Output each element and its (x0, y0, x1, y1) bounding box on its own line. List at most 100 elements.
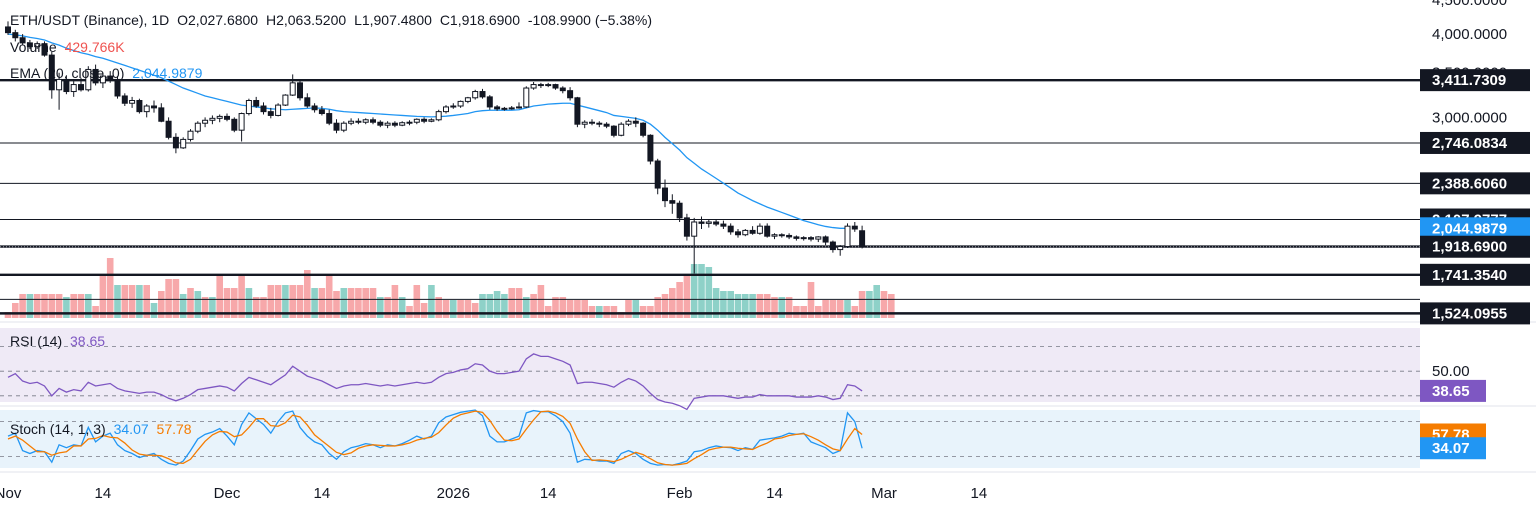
candle-body (180, 138, 187, 149)
candle-body (829, 241, 836, 251)
candle-body (107, 75, 114, 80)
stoch-d-value: 57.78 (156, 421, 192, 437)
volume-bar (457, 300, 464, 318)
volume-bar (435, 297, 442, 318)
volume-legend: Volume 429.766K (10, 39, 129, 55)
volume-bar (873, 285, 880, 318)
candle-body (421, 118, 428, 122)
candle-body (610, 125, 617, 136)
candle-body (479, 91, 486, 98)
y-tick-label: 4,000.0000 (1432, 26, 1507, 43)
volume-bar (690, 264, 698, 318)
volume-label: Volume (10, 39, 57, 55)
x-tick-label: 2026 (437, 485, 470, 502)
candle-body (12, 32, 19, 39)
candle-body (435, 111, 442, 121)
candle-body (99, 75, 106, 84)
volume-bar (851, 306, 859, 318)
volume-bar (143, 285, 150, 318)
volume-bar (654, 297, 661, 318)
candle-body (589, 121, 595, 124)
volume-bar (194, 291, 202, 318)
volume-bar (610, 306, 618, 318)
candle-body (793, 236, 800, 239)
x-tick-label: 14 (971, 485, 988, 502)
level-axis-badge (1420, 302, 1530, 325)
volume-bar (566, 300, 574, 318)
candle-body (151, 105, 157, 109)
ema-label: EMA (20, close, 0) (10, 65, 125, 81)
rsi-legend: RSI (14) 38.65 (10, 333, 109, 349)
candle-body (457, 100, 464, 107)
candle-body (63, 78, 70, 93)
candle-body (574, 97, 581, 125)
volume-bar (596, 306, 603, 318)
ema-axis-label: 2,044.9879 (1432, 220, 1507, 237)
volume-bar (304, 270, 311, 318)
x-tick-label: Feb (667, 485, 693, 502)
candle-body (282, 94, 289, 106)
candle-body (786, 234, 793, 238)
candle-body (859, 230, 866, 248)
candle-body (245, 99, 252, 115)
volume-bar (734, 294, 742, 318)
candle-body (85, 68, 92, 91)
volume-bar (223, 288, 231, 318)
volume-bar (12, 303, 19, 318)
volume-bar (844, 300, 851, 318)
volume-bar (625, 300, 632, 318)
candle-body (362, 119, 369, 123)
volume-bar (785, 297, 793, 318)
volume-bar (114, 285, 121, 318)
price-axis-badge (1420, 235, 1530, 258)
candle-body (720, 223, 727, 227)
volume-bar (362, 288, 369, 318)
volume-bar (238, 276, 245, 318)
candle-body (603, 123, 610, 127)
candle-body (413, 118, 420, 123)
volume-bar (128, 285, 136, 318)
volume-bar (406, 306, 413, 318)
volume-bar (325, 276, 333, 318)
candle-body (238, 113, 245, 131)
rsi-label: RSI (14) (10, 333, 63, 349)
volume-bar (201, 297, 209, 318)
stoch-d-line (7, 410, 863, 466)
volume-bar (92, 306, 99, 318)
volume-bar (347, 288, 355, 318)
volume-bar (501, 294, 508, 318)
volume-bar (296, 285, 304, 318)
volume-bar (822, 300, 829, 318)
x-tick-label: 14 (766, 485, 783, 502)
volume-bar (158, 291, 165, 318)
volume-bar (858, 291, 866, 318)
candle-body (165, 120, 172, 138)
volume-bar (669, 288, 676, 318)
stoch-k-axis-label: 34.07 (1432, 440, 1470, 457)
volume-bar (450, 300, 457, 318)
candle-body (778, 234, 785, 237)
volume-bar (391, 285, 399, 318)
volume-bar (880, 291, 888, 318)
rsi-axis-badge (1420, 379, 1486, 402)
stoch-k-line (7, 409, 863, 466)
volume-bar (836, 300, 844, 318)
candle-body (537, 84, 544, 87)
volume-bar (384, 297, 391, 318)
candle-body (224, 115, 230, 120)
x-tick-label: 14 (95, 485, 112, 502)
volume-bar (85, 294, 92, 318)
volume-value: 429.766K (64, 39, 125, 55)
volume-bar (508, 288, 515, 318)
candle-body (698, 221, 705, 224)
candle-body (172, 136, 179, 149)
volume-bar (530, 294, 537, 318)
volume-bar (245, 288, 253, 318)
candle-body (486, 96, 493, 108)
volume-bar (617, 312, 625, 318)
volume-bar (661, 294, 669, 318)
volume-bar (179, 294, 187, 318)
candle-body (508, 107, 515, 110)
candle-body (567, 90, 574, 99)
